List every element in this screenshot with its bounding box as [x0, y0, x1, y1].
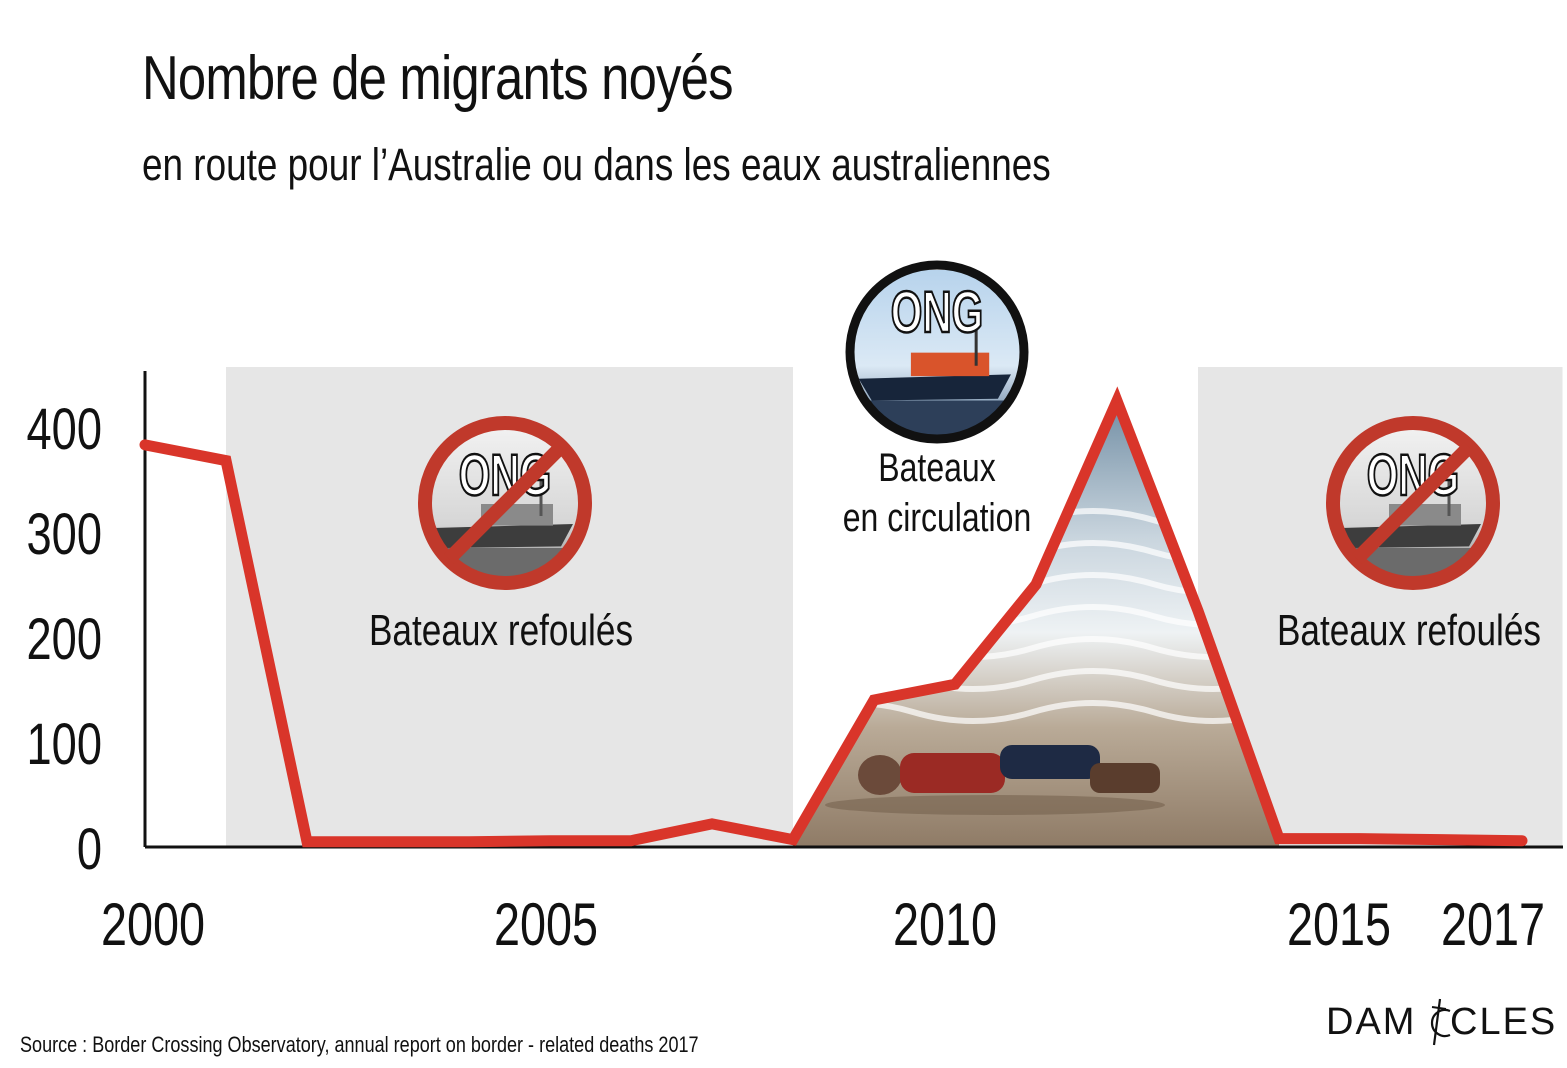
- chart-subtitle: en route pour l’Australie ou dans les ea…: [142, 139, 1051, 190]
- data-point: [224, 458, 228, 463]
- data-point: [629, 838, 633, 843]
- data-point: [872, 698, 876, 702]
- data-point: [143, 442, 147, 447]
- figure-shoes: [1090, 763, 1160, 793]
- data-point: [467, 839, 471, 844]
- data-point: [386, 839, 390, 844]
- figure-shadow: [825, 795, 1165, 815]
- chart-title: Nombre de migrants noyés: [142, 44, 734, 113]
- x-tick-label: 2000: [101, 891, 205, 958]
- x-tick-label: 2017: [1441, 891, 1545, 958]
- prohibited-ong-badge-1: ONG: [418, 416, 592, 590]
- series-line: [139, 386, 1528, 848]
- logo-text-right: CLES: [1450, 1001, 1558, 1043]
- period-label-bateaux: Bateaux: [878, 445, 995, 490]
- data-point: [305, 839, 309, 844]
- period-label-circulation: en circulation: [843, 495, 1032, 540]
- figure-shirt: [900, 753, 1005, 793]
- data-point: [1520, 838, 1524, 843]
- badge-ong-text: ONG: [891, 280, 983, 345]
- ong-boat-badge: ONG: [844, 259, 1030, 445]
- data-point: [1277, 836, 1281, 841]
- figure-head: [858, 755, 902, 795]
- period-label-refoules: Bateaux refoulés: [1277, 606, 1541, 655]
- y-tick-label: 0: [77, 818, 102, 883]
- data-point: [953, 682, 957, 687]
- prohibited-ring: [1326, 416, 1500, 590]
- figure-shorts: [1000, 745, 1100, 779]
- badge-ring: [845, 260, 1029, 444]
- data-point: [1196, 608, 1200, 613]
- prohibited-slash: [444, 442, 566, 564]
- data-point: [548, 838, 552, 843]
- damocles-logo: DAM CLES: [1322, 997, 1555, 1047]
- ship-superstructure: [910, 352, 990, 377]
- x-tick-label: 2010: [893, 891, 997, 958]
- prohibited-ring: [418, 416, 592, 590]
- period-label-refoules: Bateaux refoulés: [369, 606, 633, 655]
- data-point: [710, 821, 714, 826]
- data-point: [791, 837, 795, 842]
- y-tick-label: 100: [27, 713, 102, 778]
- data-point: [1115, 398, 1119, 403]
- data-point: [1034, 582, 1038, 587]
- data-point: [1439, 837, 1443, 842]
- source-note: Source : Border Crossing Observatory, an…: [20, 1032, 699, 1057]
- y-tick-label: 300: [27, 503, 102, 568]
- prohibited-slash: [1352, 442, 1474, 564]
- data-point: [1358, 836, 1362, 841]
- x-tick-label: 2015: [1287, 891, 1391, 958]
- y-tick-label: 400: [27, 398, 102, 463]
- badge-ong-text: ONG: [459, 443, 551, 508]
- prohibited-ong-badge-2: ONG: [1326, 416, 1500, 590]
- ship-hull: [858, 374, 1011, 401]
- x-tick-label: 2005: [494, 891, 598, 958]
- sword-c-icon: [1430, 998, 1451, 1046]
- logo-text-left: DAM: [1326, 1001, 1417, 1043]
- y-tick-label: 200: [27, 608, 102, 673]
